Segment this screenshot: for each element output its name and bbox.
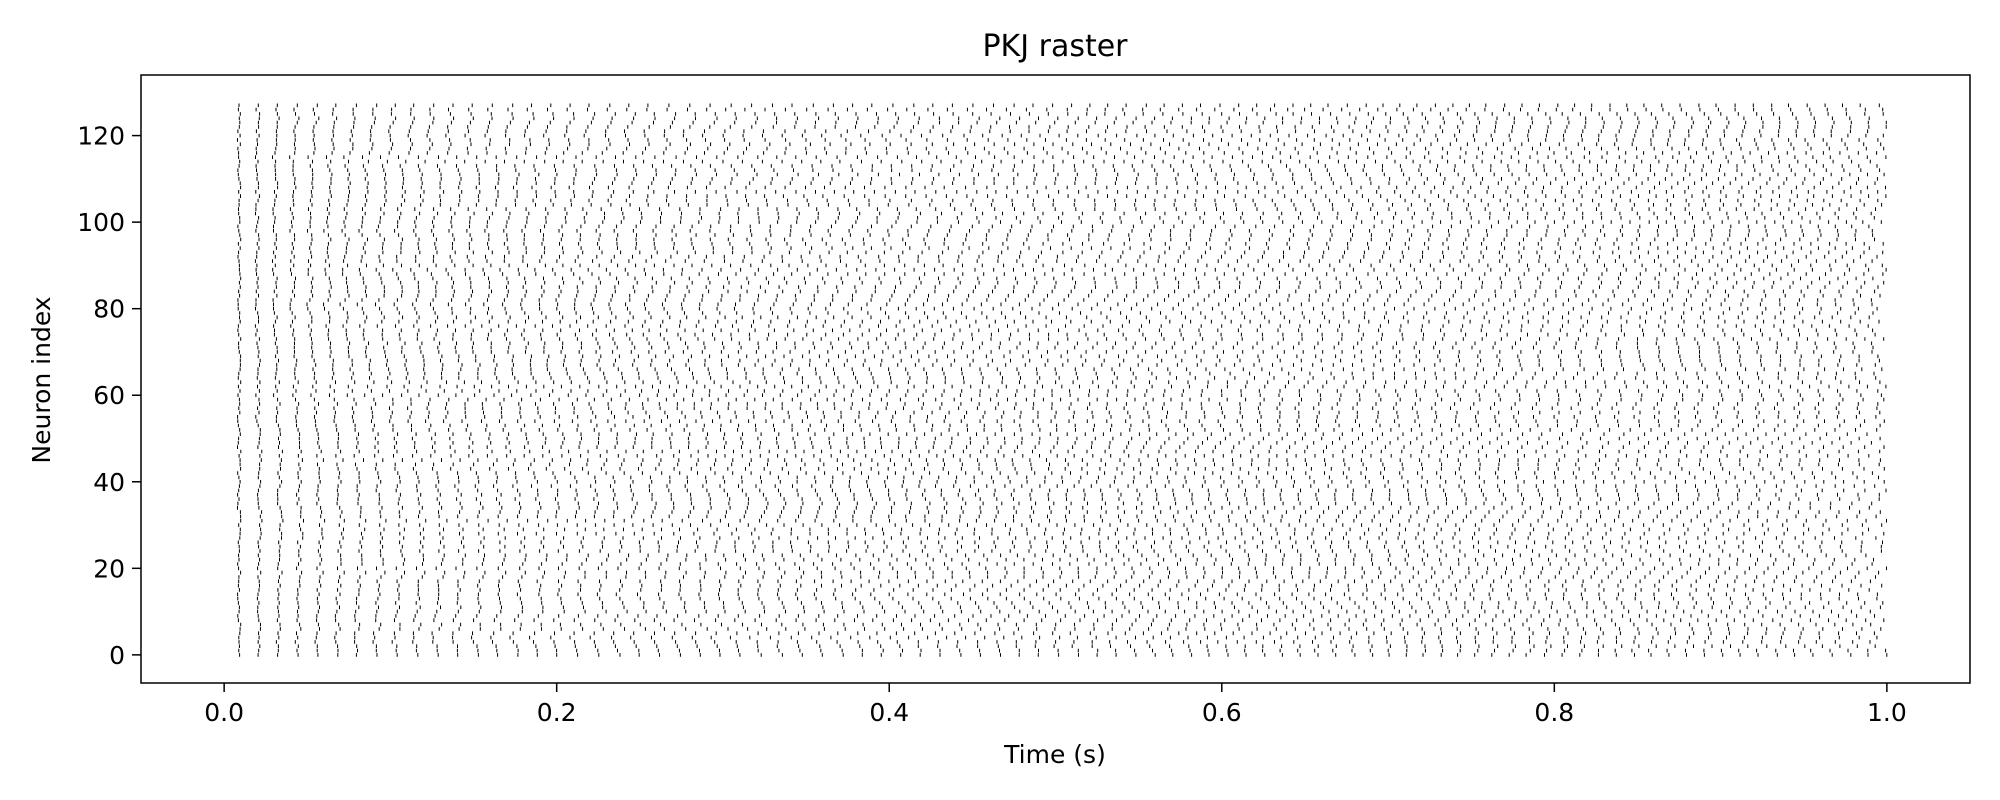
x-tick-label: 0.4 xyxy=(869,698,909,727)
plot-frame xyxy=(140,74,1971,684)
y-tick-label: 40 xyxy=(93,468,125,497)
y-tick-label: 120 xyxy=(77,122,125,151)
y-tick-label: 20 xyxy=(93,554,125,583)
y-axis-label: Neuron index xyxy=(27,296,56,463)
x-tick-label: 0.6 xyxy=(1202,698,1242,727)
y-axis: 0 20 40 60 80 100 120 xyxy=(77,122,141,670)
y-tick-label: 100 xyxy=(77,208,125,237)
x-tick-label: 1.0 xyxy=(1867,698,1907,727)
y-tick-label: 0 xyxy=(109,641,125,670)
spike-train xyxy=(237,103,1888,657)
y-tick-label: 60 xyxy=(93,381,125,410)
spike-marks xyxy=(237,103,1888,657)
y-tick-label: 80 xyxy=(93,295,125,324)
chart-title: PKJ raster xyxy=(982,29,1128,64)
x-tick-label: 0.0 xyxy=(204,698,244,727)
x-tick-label: 0.8 xyxy=(1534,698,1574,727)
x-axis-label: Time (s) xyxy=(1003,740,1106,769)
x-axis: 0.0 0.2 0.4 0.6 0.8 1.0 xyxy=(204,683,1907,727)
x-tick-label: 0.2 xyxy=(537,698,577,727)
